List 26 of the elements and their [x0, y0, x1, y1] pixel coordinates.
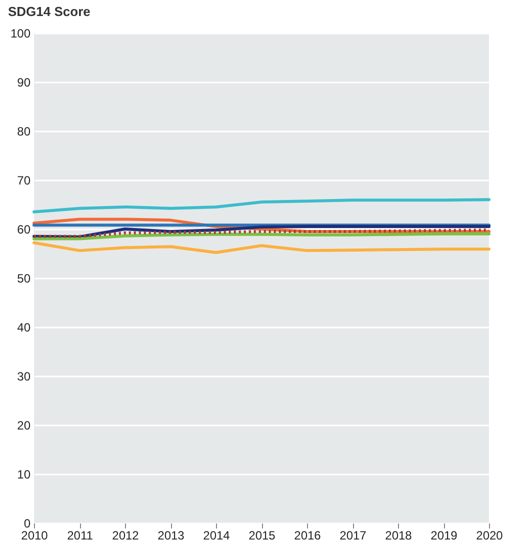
x-tick-label: 2011 — [67, 528, 94, 542]
x-tick-label: 2013 — [158, 528, 185, 542]
x-tick-label: 2010 — [21, 528, 48, 542]
y-tick-label: 90 — [17, 76, 31, 90]
y-tick-label: 50 — [17, 272, 31, 286]
y-tick-label: 70 — [17, 174, 31, 188]
x-tick-label: 2020 — [476, 528, 504, 542]
y-tick-label: 0 — [24, 516, 31, 530]
line-series — [32, 225, 490, 238]
y-tick-label: 80 — [17, 124, 31, 138]
x-tick-label: 2018 — [385, 528, 412, 542]
y-axis-title: SDG14 Score — [8, 4, 90, 19]
y-tick-label: 60 — [17, 222, 31, 236]
x-tick-label: 2016 — [294, 528, 322, 542]
y-tick-label: 20 — [17, 418, 31, 432]
x-tick-label: 2019 — [430, 528, 458, 542]
y-tick-label: 40 — [17, 320, 31, 334]
y-tick-label: 30 — [17, 370, 31, 384]
y-tick-label: 10 — [17, 468, 31, 482]
line-series — [32, 198, 490, 214]
x-tick-label: 2015 — [248, 528, 276, 542]
x-tick-label: 2012 — [112, 528, 140, 542]
x-tick-label: 2017 — [340, 528, 367, 542]
line-series — [32, 241, 490, 254]
x-tick-label: 2014 — [203, 528, 230, 542]
y-tick-label: 100 — [10, 26, 31, 40]
